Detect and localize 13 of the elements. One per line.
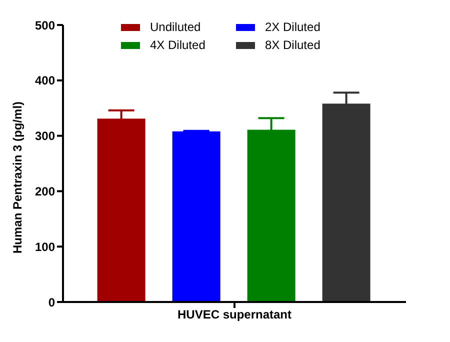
legend-label: 4X Diluted	[150, 38, 206, 52]
y-tick-label: 500	[34, 18, 56, 32]
x-tick-label: HUVEC supernatant	[177, 308, 292, 322]
bar	[172, 131, 220, 302]
legend-label: Undiluted	[150, 20, 201, 34]
y-tick-label: 200	[34, 184, 56, 198]
legend-label: 2X Diluted	[265, 20, 320, 34]
legend-label: 8X Diluted	[265, 38, 320, 52]
y-tick-label: 0	[48, 295, 56, 310]
y-tick-label: 100	[34, 240, 56, 254]
y-tick-label: 300	[34, 129, 56, 144]
y-axis-title: Human Pentraxin 3 (pg/ml)	[10, 101, 24, 254]
y-tick-label: 400	[34, 74, 56, 88]
